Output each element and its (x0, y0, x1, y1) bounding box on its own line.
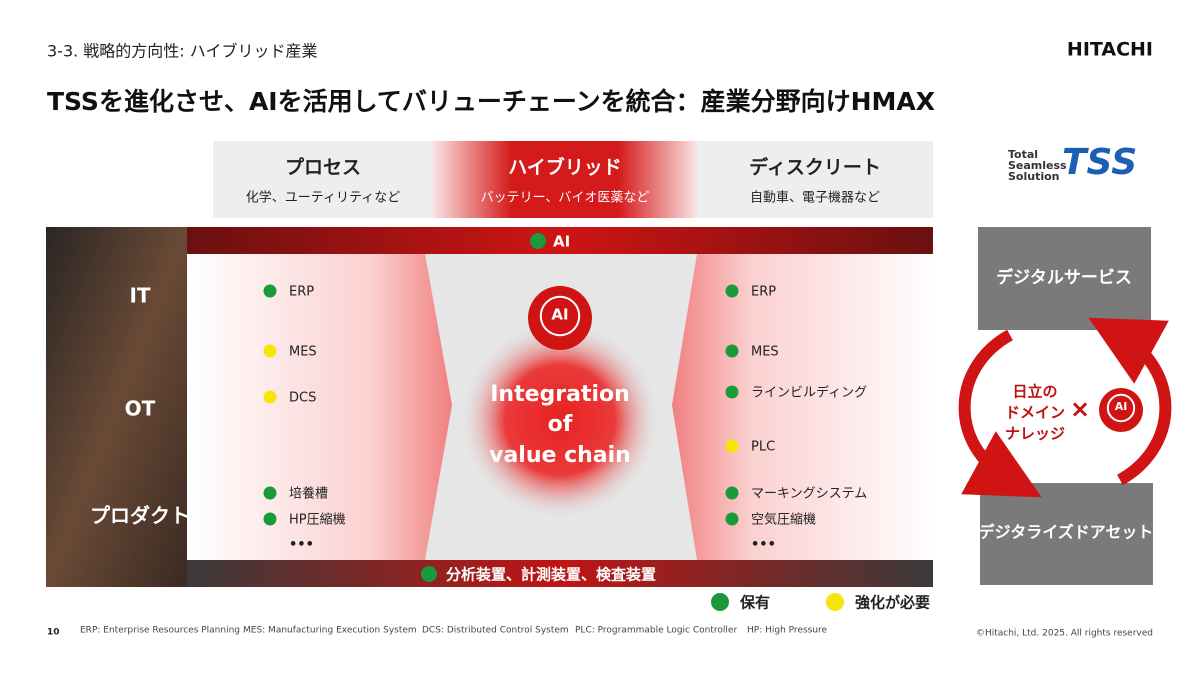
copyright: ©Hitachi, Ltd. 2025. All rights reserved (976, 629, 1153, 639)
item-label: ••• (289, 538, 314, 553)
status-dot (530, 233, 546, 249)
footnote: MES: Manufacturing Execution System (243, 626, 417, 636)
right-chevron (672, 254, 933, 560)
knowledge-text: ドメイン (1005, 404, 1065, 422)
top-bar (187, 227, 933, 254)
integration-text: Integration (490, 382, 630, 407)
item-label: ••• (751, 538, 776, 553)
bar-label: 分析装置、計測装置、検査装置 (446, 566, 656, 584)
knowledge-text: 日立の (1012, 383, 1057, 401)
slide-title: TSSを進化させ、AIを活用してバリューチェーンを統合：産業分野向けHMAX (47, 87, 935, 116)
asset-box (980, 483, 1153, 585)
ai-icon-head (1106, 393, 1136, 423)
status-dot (725, 486, 739, 500)
ai-icon (1099, 388, 1143, 432)
footnote: HP: High Pressure (747, 626, 828, 636)
tss-text: Seamless (1008, 159, 1067, 172)
integration-text: of (548, 412, 573, 437)
tss-text: Total (1008, 148, 1038, 161)
item-label: PLC (751, 440, 775, 455)
column-subtitle: 化学、ユーティリティなど (246, 190, 400, 206)
footnote: DCS: Distributed Control System (422, 626, 569, 636)
item-label: マーキングシステム (751, 487, 867, 502)
status-dot (725, 284, 739, 298)
integration-glow (460, 320, 660, 520)
knowledge-text: ナレッジ (1005, 425, 1065, 443)
bar-label: AI (553, 233, 570, 251)
item-label: DCS (289, 391, 316, 406)
item-label: ERP (751, 285, 776, 300)
ai-icon-head (539, 295, 581, 337)
logo: HITACHI (1067, 39, 1153, 61)
status-dot (263, 390, 277, 404)
worker-photo (46, 227, 187, 587)
status-dot (263, 512, 277, 526)
service-label: デジタルサービス (996, 267, 1132, 288)
hybrid-band (433, 141, 697, 218)
layer-label: プロダクト (90, 504, 190, 528)
legend-label: 強化が必要 (855, 594, 930, 612)
layer-label: IT (129, 284, 150, 308)
status-dot (725, 385, 739, 399)
status-dot (263, 284, 277, 298)
legend-dot (711, 593, 729, 611)
left-chevron (187, 254, 452, 560)
ai-icon-label: AI (1115, 400, 1128, 413)
item-label: 培養槽 (289, 486, 328, 502)
item-label: HP圧縮機 (289, 512, 346, 528)
item-label: MES (289, 345, 317, 360)
status-dot (725, 344, 739, 358)
page-number: 10 (47, 628, 60, 638)
status-dot (263, 486, 277, 500)
column-title: ハイブリッド (508, 156, 622, 179)
ai-icon (528, 286, 592, 350)
footnote: PLC: Programmable Logic Controller (575, 626, 737, 636)
status-dot (725, 439, 739, 453)
legend-label: 保有 (739, 594, 770, 612)
column-subtitle: バッテリー、バイオ医薬など (481, 191, 650, 206)
item-label: MES (751, 345, 779, 360)
item-label: ERP (289, 285, 314, 300)
column-title: ディスクリート (749, 156, 881, 179)
bottom-bar (187, 560, 933, 587)
footnote: ERP: Enterprise Resources Planning (80, 626, 240, 636)
integration-text: value chain (489, 443, 631, 468)
ai-icon-label: AI (551, 306, 568, 324)
status-dot (421, 566, 437, 582)
column-subtitle: 自動車、電子機器など (750, 191, 880, 206)
tss-text: Solution (1008, 170, 1060, 183)
item-label: 空気圧縮機 (751, 512, 816, 528)
cycle-arrow (1088, 317, 1172, 486)
section-title: 3-3. 戦略的方向性: ハイブリッド産業 (47, 42, 317, 61)
status-dot (263, 344, 277, 358)
item-label: ラインビルディング (751, 385, 867, 401)
times-sign: × (1070, 395, 1090, 423)
layer-label: OT (125, 397, 156, 421)
tss-mark: TSS (1062, 142, 1137, 183)
status-dot (725, 512, 739, 526)
legend-dot (826, 593, 844, 611)
column-title: プロセス (285, 156, 361, 179)
service-box (978, 227, 1151, 330)
cycle-arrow (958, 329, 1042, 498)
asset-label: デジタライズドアセット (979, 523, 1154, 542)
